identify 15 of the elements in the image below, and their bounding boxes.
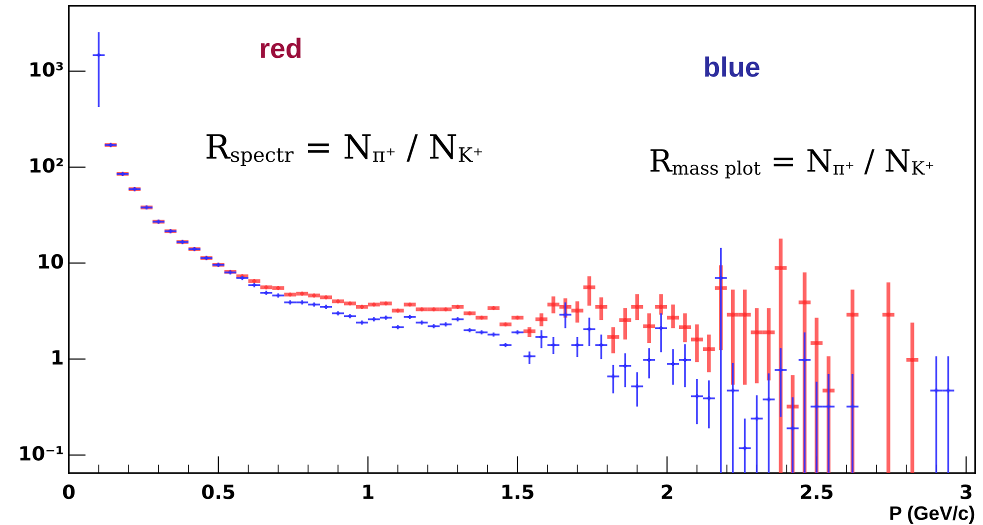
y-tick-label: 10² [30, 158, 63, 173]
y-tick-label: 10⁻¹ [20, 446, 63, 461]
x-tick-label: 0 [62, 484, 75, 500]
x-tick-label: 2.5 [800, 484, 832, 500]
y-tick-label: 1 [52, 350, 63, 364]
x-tick-label: 3 [960, 484, 972, 500]
annotation: blue [705, 56, 760, 77]
y-tick-label: 10³ [30, 62, 63, 77]
x-axis-title: P (GeV/c) [890, 506, 974, 524]
x-tick-label: 1 [363, 484, 374, 499]
x-tick-label: 2 [662, 484, 672, 499]
x-tick-label: 1.5 [502, 484, 534, 500]
y-tick-label: 10 [39, 254, 64, 269]
annotation: red [260, 38, 301, 58]
x-tick-label: 0.5 [202, 484, 234, 500]
